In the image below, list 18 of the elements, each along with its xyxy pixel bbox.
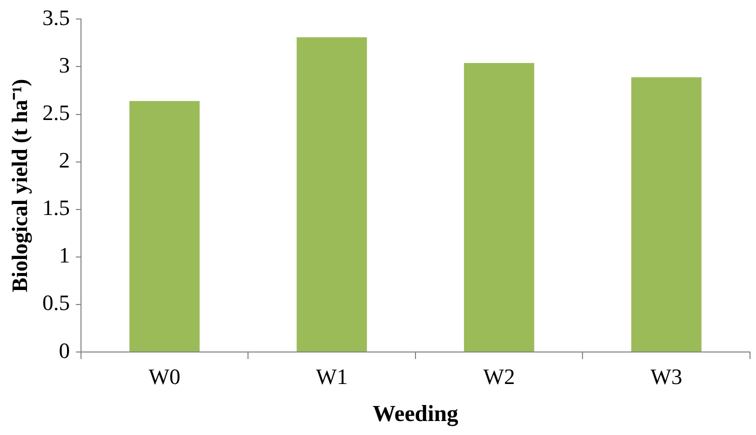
x-tick-label: W3 [650, 364, 682, 389]
y-tick-label: 2.5 [42, 100, 70, 126]
bar [296, 37, 367, 352]
y-tick-label: 1 [58, 242, 70, 268]
x-tick-label: W2 [483, 364, 515, 389]
y-tick-label: 0 [58, 338, 70, 363]
x-tick-label: W0 [148, 364, 180, 389]
y-tick-label: 1.5 [42, 195, 70, 220]
y-tick-label: 2 [58, 148, 70, 173]
y-tick-label: 3 [58, 52, 70, 78]
x-tick-label: W1 [316, 364, 348, 389]
bar [464, 62, 534, 352]
y-tick-label: 0.5 [42, 290, 70, 316]
x-axis-title: Weeding [372, 401, 459, 428]
y-tick-label: 3.5 [42, 4, 70, 30]
bar [129, 100, 200, 352]
y-axis-title: Biological yield (t ha⁻¹) [6, 78, 32, 292]
bar [631, 77, 702, 352]
